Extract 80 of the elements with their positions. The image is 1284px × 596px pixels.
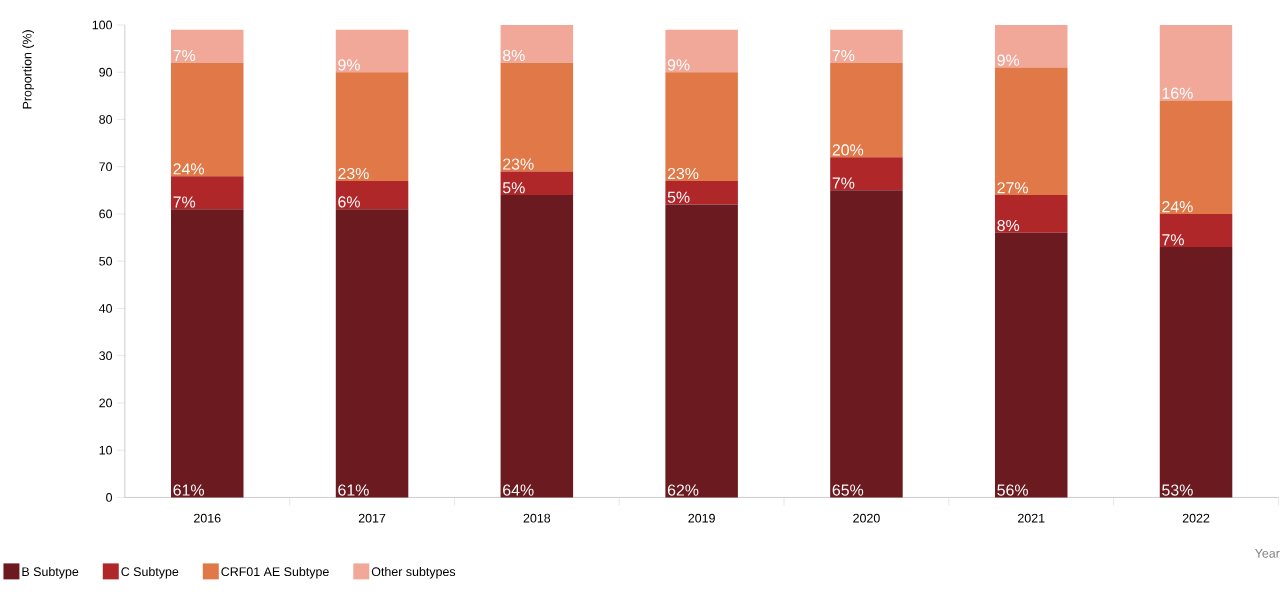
data-label: 64%: [503, 484, 534, 496]
bar: [335, 209, 409, 498]
data-label: 65%: [832, 484, 864, 496]
bar: [830, 157, 903, 191]
data-label: 7%: [832, 49, 855, 61]
data-label: 8%: [502, 49, 525, 61]
y-tick-label: 60: [99, 209, 113, 219]
bar: [830, 29, 903, 63]
data-label: 7%: [832, 177, 855, 189]
bar: [830, 190, 903, 498]
bar: [171, 209, 244, 498]
x-tick-label: 2022: [1182, 513, 1210, 523]
bar: [1159, 24, 1233, 101]
bar: [994, 194, 1068, 233]
bar: [830, 62, 903, 158]
legend-label: C Subtype: [121, 566, 179, 579]
data-label: 6%: [338, 196, 360, 208]
x-tick-label: 2020: [853, 513, 880, 523]
y-tick-label: 50: [99, 256, 113, 266]
legend-label: B Subtype: [22, 566, 79, 579]
x-tick-label: 2016: [194, 513, 221, 523]
y-tick-label: 20: [99, 398, 113, 408]
bar: [994, 67, 1068, 195]
x-axis-title: Year: [1255, 548, 1280, 558]
data-label: 23%: [338, 167, 369, 180]
legend-label: CRF01 AE Subtype: [221, 566, 329, 579]
bar: [171, 176, 244, 210]
data-label: 20%: [832, 144, 864, 156]
data-label: 24%: [1162, 200, 1193, 213]
bar: [1159, 213, 1233, 247]
data-label: 53%: [1162, 484, 1193, 496]
data-label: 24%: [173, 163, 204, 175]
y-tick-label: 90: [99, 67, 113, 77]
data-label: 61%: [173, 484, 204, 496]
bar: [171, 62, 244, 176]
x-tick-label: 2017: [358, 513, 386, 523]
bar: [500, 194, 574, 498]
bar: [994, 232, 1068, 498]
y-tick-label: 100: [92, 20, 113, 30]
x-tick-label: 2019: [688, 513, 715, 523]
bar: [1159, 100, 1233, 214]
data-label: 27%: [997, 181, 1028, 194]
data-label: 8%: [997, 219, 1020, 231]
bar: [335, 29, 409, 73]
data-label: 5%: [667, 191, 690, 203]
data-label: 9%: [997, 54, 1020, 66]
data-label: 9%: [338, 59, 360, 71]
data-label: 7%: [173, 49, 196, 61]
bar: [171, 29, 244, 63]
bar: [665, 204, 738, 498]
y-axis-title: Proportion (%): [22, 29, 34, 109]
data-label: 56%: [997, 484, 1028, 496]
bar: [665, 29, 738, 73]
bar: [335, 72, 409, 181]
bar: [665, 72, 738, 181]
y-tick-label: 40: [98, 303, 113, 313]
y-tick-label: 0: [106, 492, 113, 502]
x-tick-label: 2021: [1018, 513, 1045, 523]
bar: [500, 171, 574, 195]
bar: [500, 62, 574, 172]
data-label: 9%: [667, 59, 690, 71]
bar: [1159, 246, 1233, 498]
bar: [665, 180, 738, 205]
data-label: 61%: [338, 484, 369, 496]
legend-label: Other subtypes: [371, 566, 456, 579]
data-label: 7%: [1162, 234, 1184, 246]
y-tick-label: 80: [99, 114, 113, 124]
data-label: 23%: [503, 158, 534, 170]
data-label: 23%: [667, 167, 699, 180]
data-label: 5%: [502, 181, 525, 194]
y-tick-label: 70: [99, 162, 113, 171]
bar: [335, 180, 409, 210]
x-tick-label: 2018: [523, 513, 551, 523]
bar: [500, 24, 574, 63]
y-tick-label: 10: [99, 445, 113, 455]
data-label: 62%: [667, 484, 699, 496]
y-tick-label: 30: [99, 351, 113, 360]
data-label: 7%: [173, 196, 196, 208]
bar: [994, 24, 1068, 68]
data-label: 16%: [1162, 87, 1193, 99]
